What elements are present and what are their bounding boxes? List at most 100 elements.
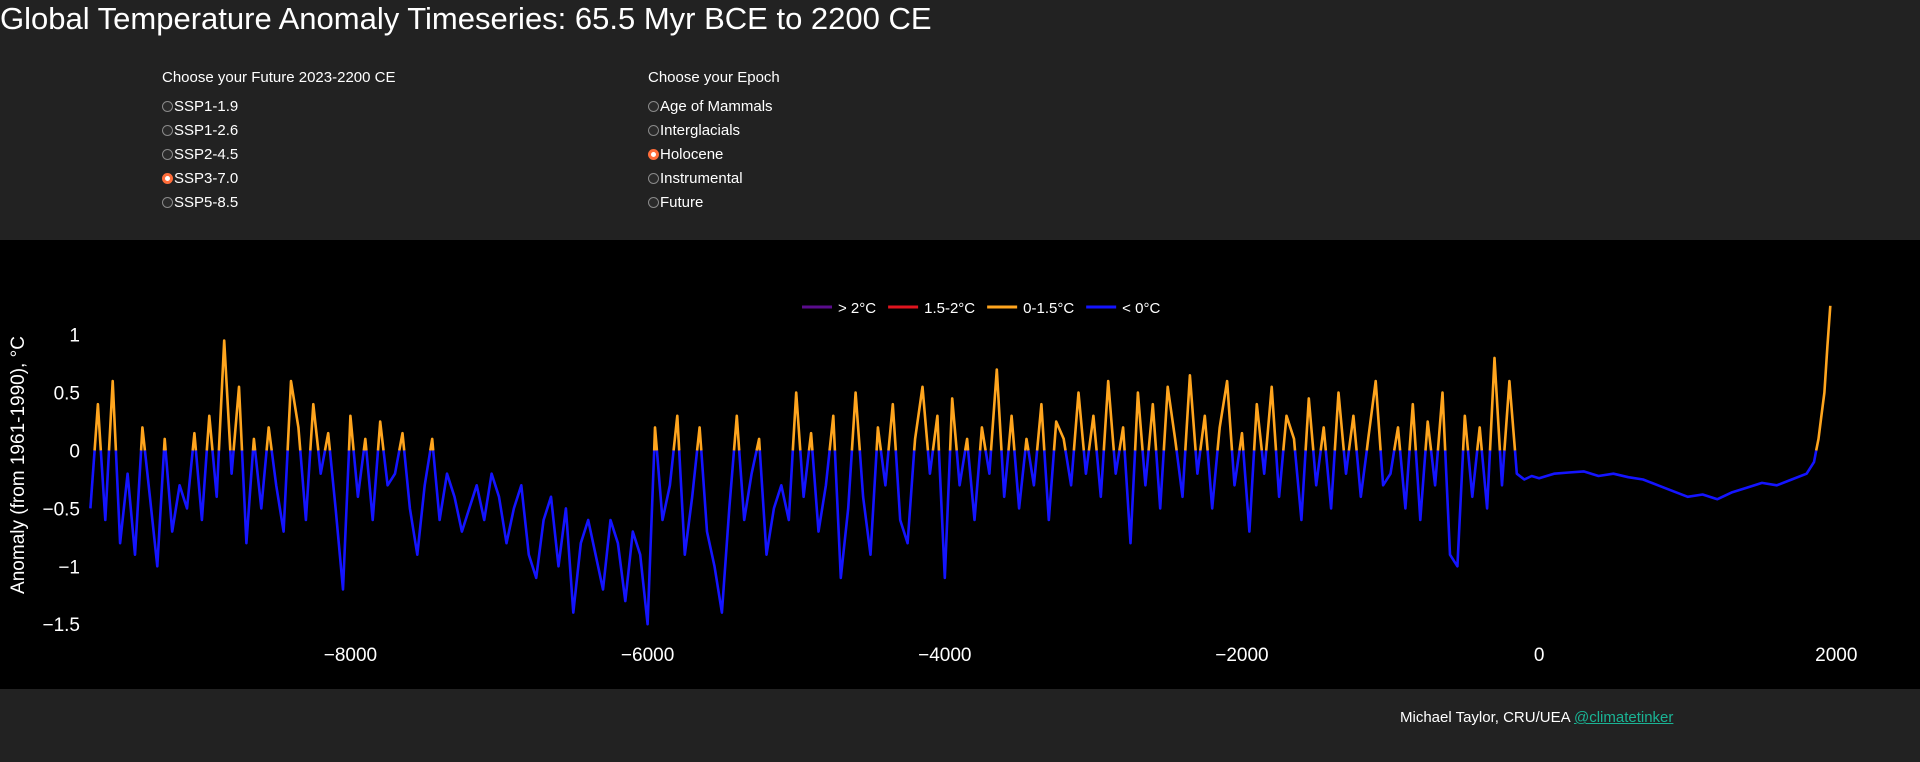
series-line-below-0[interactable]	[1095, 450, 1106, 499]
series-line-0-1.5[interactable]	[963, 437, 970, 451]
series-line-below-0[interactable]	[1513, 450, 1818, 501]
series-line-below-0[interactable]	[89, 450, 96, 509]
series-line-below-0[interactable]	[1154, 450, 1166, 510]
epoch-option-interglacials[interactable]: Interglacials	[648, 118, 780, 142]
series-line-0-1.5[interactable]	[978, 426, 987, 451]
series-line-below-0[interactable]	[937, 450, 952, 580]
radio-icon[interactable]	[648, 148, 659, 160]
series-line-0-1.5[interactable]	[1238, 431, 1245, 451]
series-line-below-0[interactable]	[1027, 450, 1039, 487]
series-line-below-0[interactable]	[1175, 450, 1187, 499]
series-line-0-1.5[interactable]	[850, 391, 862, 451]
series-line-below-0[interactable]	[1414, 450, 1427, 522]
series-line-0-1.5[interactable]	[1436, 391, 1447, 451]
series-line-0-1.5[interactable]	[1282, 414, 1297, 451]
series-line-0-1.5[interactable]	[347, 414, 355, 451]
series-line-below-0[interactable]	[1064, 450, 1076, 487]
series-line-0-1.5[interactable]	[1392, 426, 1402, 451]
legend-item-label[interactable]: 1.5-2°C	[924, 300, 975, 317]
legend-item-label[interactable]: > 2°C	[838, 300, 876, 317]
series-line-below-0[interactable]	[164, 450, 194, 533]
series-line-0-1.5[interactable]	[672, 414, 681, 451]
series-line-below-0[interactable]	[402, 450, 432, 556]
series-line-0-1.5[interactable]	[1052, 420, 1067, 451]
series-line-below-0[interactable]	[966, 450, 982, 522]
series-line-below-0[interactable]	[1013, 450, 1027, 510]
series-line-0-1.5[interactable]	[1087, 414, 1098, 451]
series-line-0-1.5[interactable]	[362, 437, 368, 451]
series-line-below-0[interactable]	[799, 450, 811, 499]
legend-item-label[interactable]: 0-1.5°C	[1023, 300, 1074, 317]
series-line-0-1.5[interactable]	[398, 431, 406, 451]
twitter-link[interactable]: @climatetinker	[1573, 709, 1674, 726]
legend-item-label[interactable]: < 0°C	[1122, 300, 1160, 317]
series-line-0-1.5[interactable]	[912, 385, 930, 451]
series-line-below-0[interactable]	[1466, 450, 1479, 499]
series-line-0-1.5[interactable]	[989, 368, 1003, 451]
series-line-below-0[interactable]	[317, 450, 327, 475]
series-line-0-1.5[interactable]	[309, 402, 320, 451]
series-line-below-0[interactable]	[382, 450, 401, 487]
series-line-0-1.5[interactable]	[732, 414, 741, 451]
series-line-0-1.5[interactable]	[1024, 437, 1030, 451]
series-line-below-0[interactable]	[240, 450, 255, 545]
series-line-0-1.5[interactable]	[1007, 414, 1016, 451]
chart-panel[interactable]: 1 0.5 0 −0.5 −1 −1.5 −8000 −6000 −4000 −2000 0 2000…	[0, 240, 1920, 689]
series-line-0-1.5[interactable]	[1133, 391, 1144, 451]
series-line-below-0[interactable]	[1312, 450, 1322, 487]
series-line-below-0[interactable]	[811, 450, 831, 533]
series-line-0-1.5[interactable]	[251, 437, 257, 451]
series-line-0-1.5[interactable]	[265, 426, 273, 451]
series-line-0-1.5[interactable]	[1408, 402, 1418, 451]
series-line-below-0[interactable]	[984, 450, 993, 475]
series-line-below-0[interactable]	[114, 450, 143, 556]
series-line-0-1.5[interactable]	[1118, 426, 1126, 451]
series-line-below-0[interactable]	[879, 450, 890, 487]
series-line-below-0[interactable]	[1000, 450, 1010, 499]
series-line-below-0[interactable]	[1123, 450, 1137, 545]
series-line-0-1.5[interactable]	[139, 426, 147, 451]
series-line-0-1.5[interactable]	[1147, 402, 1158, 451]
future-option-ssp1-1-9[interactable]: SSP1-1.9	[162, 94, 395, 118]
series-line-below-0[interactable]	[143, 450, 166, 568]
series-line-0-1.5[interactable]	[1347, 414, 1358, 451]
series-line-below-0[interactable]	[926, 450, 935, 475]
series-line-below-0[interactable]	[365, 450, 380, 522]
series-line-0-1.5[interactable]	[1365, 379, 1382, 451]
series-line-below-0[interactable]	[1324, 450, 1337, 510]
series-line-0-1.5[interactable]	[1102, 379, 1116, 451]
temperature-anomaly-chart[interactable]: 1 0.5 0 −0.5 −1 −1.5 −8000 −6000 −4000 −2000 0 2000…	[0, 240, 1920, 689]
series-line-below-0[interactable]	[1342, 450, 1351, 475]
series-line-below-0[interactable]	[1082, 450, 1091, 475]
series-line-below-0[interactable]	[1498, 450, 1506, 487]
series-line-below-0[interactable]	[1260, 450, 1268, 475]
series-line-0-1.5[interactable]	[1319, 426, 1328, 451]
series-line-below-0[interactable]	[211, 450, 221, 499]
series-line-0-1.5[interactable]	[107, 379, 118, 451]
radio-icon[interactable]	[648, 124, 659, 136]
radio-icon[interactable]	[648, 172, 659, 184]
series-line-below-0[interactable]	[1112, 450, 1121, 475]
series-line-0-1.5[interactable]	[695, 426, 703, 451]
series-line-below-0[interactable]	[431, 450, 656, 626]
series-line-0-1.5[interactable]	[429, 437, 435, 451]
radio-icon[interactable]	[648, 100, 659, 112]
series-line-0-1.5[interactable]	[931, 414, 941, 451]
future-option-ssp3-7-0[interactable]: SSP3-7.0	[162, 166, 395, 190]
epoch-option-age-of-mammals[interactable]: Age of Mammals	[648, 94, 780, 118]
series-line-0-1.5[interactable]	[791, 391, 802, 451]
radio-icon[interactable]	[162, 196, 173, 208]
radio-icon[interactable]	[162, 148, 173, 160]
series-line-below-0[interactable]	[1355, 450, 1369, 499]
series-line-below-0[interactable]	[1206, 450, 1219, 510]
series-line-below-0[interactable]	[1429, 450, 1440, 487]
radio-icon[interactable]	[162, 100, 173, 112]
series-line-below-0[interactable]	[270, 450, 289, 533]
series-line-below-0[interactable]	[1379, 450, 1396, 487]
series-line-0-1.5[interactable]	[1475, 426, 1484, 451]
series-line-0-1.5[interactable]	[1035, 402, 1046, 451]
series-line-below-0[interactable]	[1194, 450, 1202, 475]
series-line-0-1.5[interactable]	[807, 431, 814, 451]
series-line-below-0[interactable]	[1043, 450, 1056, 522]
series-line-0-1.5[interactable]	[162, 437, 167, 451]
